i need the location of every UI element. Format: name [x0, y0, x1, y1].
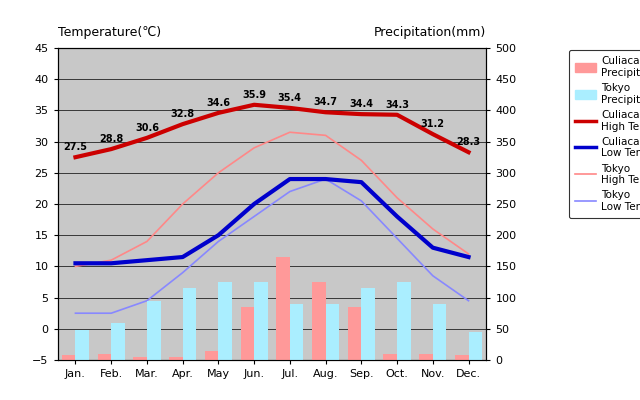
Text: 34.6: 34.6 [206, 98, 230, 108]
Bar [326, 304, 339, 360]
Bar [133, 357, 147, 360]
Text: 34.4: 34.4 [349, 99, 373, 109]
Text: 34.7: 34.7 [314, 97, 338, 107]
Bar [205, 351, 218, 360]
Text: Precipitation(mm): Precipitation(mm) [374, 26, 486, 39]
Bar [362, 288, 375, 360]
Bar [111, 322, 125, 360]
Bar [169, 357, 182, 360]
Bar [98, 354, 111, 360]
Text: 34.3: 34.3 [385, 100, 409, 110]
Bar [241, 307, 254, 360]
Bar [383, 354, 397, 360]
Text: 35.9: 35.9 [242, 90, 266, 100]
Bar [218, 282, 232, 360]
Bar [62, 355, 76, 360]
Bar [147, 301, 161, 360]
Text: 28.8: 28.8 [99, 134, 124, 144]
Bar [182, 288, 196, 360]
Bar [290, 304, 303, 360]
Bar [254, 282, 268, 360]
Text: 30.6: 30.6 [135, 123, 159, 133]
Text: 28.3: 28.3 [456, 137, 481, 147]
Bar [276, 257, 290, 360]
Bar [455, 355, 468, 360]
Bar [419, 354, 433, 360]
Text: 31.2: 31.2 [420, 119, 445, 129]
Text: 35.4: 35.4 [278, 93, 302, 103]
Text: Temperature(℃): Temperature(℃) [58, 26, 161, 39]
Bar [76, 330, 89, 360]
Bar [397, 282, 411, 360]
Bar [468, 332, 482, 360]
Bar [348, 307, 362, 360]
Bar [312, 282, 326, 360]
Text: 27.5: 27.5 [63, 142, 88, 152]
Legend: Culiacan
Precipitation, Tokyo
Precipitation, Culiacan
High Temp., Culiacan
Low T: Culiacan Precipitation, Tokyo Precipitat… [569, 50, 640, 218]
Bar [433, 304, 446, 360]
Text: 32.8: 32.8 [171, 109, 195, 119]
